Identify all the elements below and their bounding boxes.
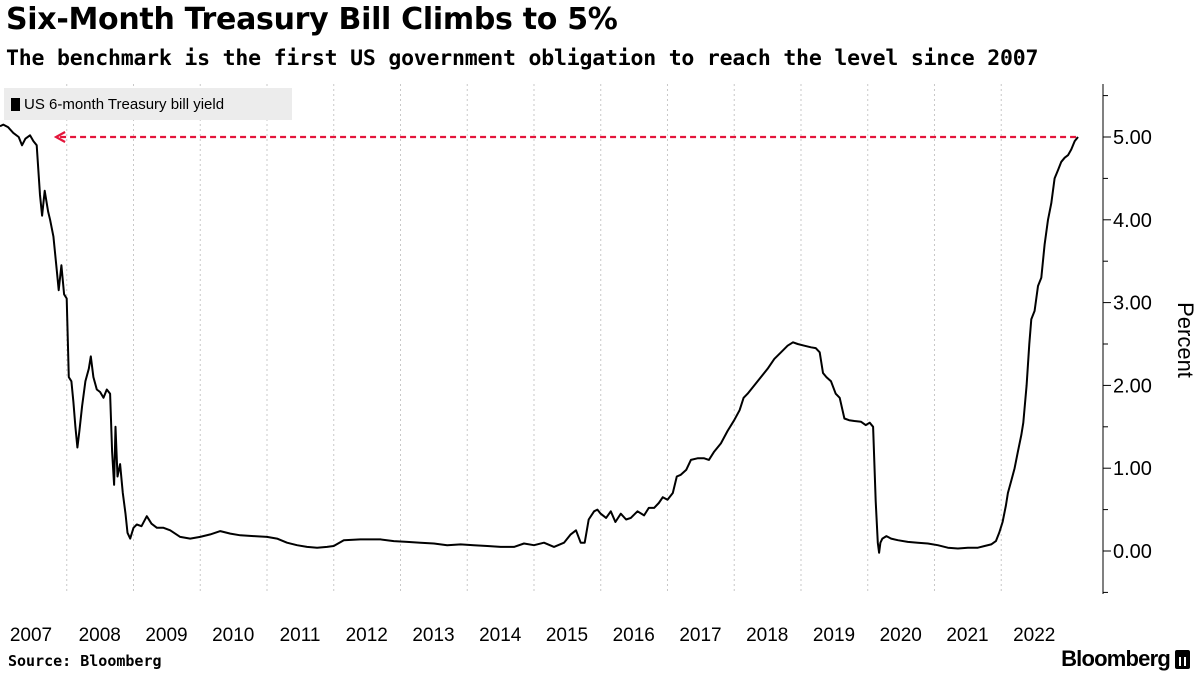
y-tick-label: 4.00 <box>1113 210 1152 232</box>
x-tick-label: 2013 <box>412 625 454 646</box>
source-note: Source: Bloomberg <box>8 652 162 670</box>
chart-legend: US 6-month Treasury bill yield <box>4 88 292 120</box>
y-tick-label: 1.00 <box>1113 458 1152 480</box>
y-tick-label: 3.00 <box>1113 293 1152 315</box>
y-tick-label: 0.00 <box>1113 541 1152 563</box>
y-tick-label: 2.00 <box>1113 375 1152 397</box>
legend-label: US 6-month Treasury bill yield <box>24 95 225 113</box>
x-tick-label: 2007 <box>10 625 52 646</box>
legend-swatch <box>11 97 20 111</box>
x-tick-label: 2020 <box>880 625 922 646</box>
x-tick-label: 2021 <box>946 625 988 646</box>
x-tick-label: 2010 <box>212 625 254 646</box>
x-tick-label: 2014 <box>479 625 522 646</box>
x-tick-label: 2012 <box>346 625 388 646</box>
x-tick-label: 2017 <box>679 625 721 646</box>
arrow-left-icon <box>53 131 66 143</box>
series-line <box>0 123 1079 554</box>
y-tick-label: 5.00 <box>1113 127 1152 149</box>
chart-subtitle: The benchmark is the first US government… <box>6 46 1039 71</box>
x-tick-label: 2008 <box>79 625 121 646</box>
x-tick-label: 2018 <box>746 625 788 646</box>
x-tick-label: 2009 <box>145 625 187 646</box>
brand-wordmark: Bloomberg <box>1061 646 1171 671</box>
x-tick-label: 2019 <box>813 625 855 646</box>
x-tick-label: 2016 <box>613 625 655 646</box>
x-tick-label: 2011 <box>280 625 321 646</box>
bloomberg-logo-icon <box>1175 650 1190 669</box>
chart-title: Six-Month Treasury Bill Climbs to 5% <box>6 2 618 37</box>
x-tick-label: 2015 <box>546 625 588 646</box>
y-axis-title: Percent <box>1173 302 1198 378</box>
x-tick-label: 2022 <box>1013 625 1055 646</box>
